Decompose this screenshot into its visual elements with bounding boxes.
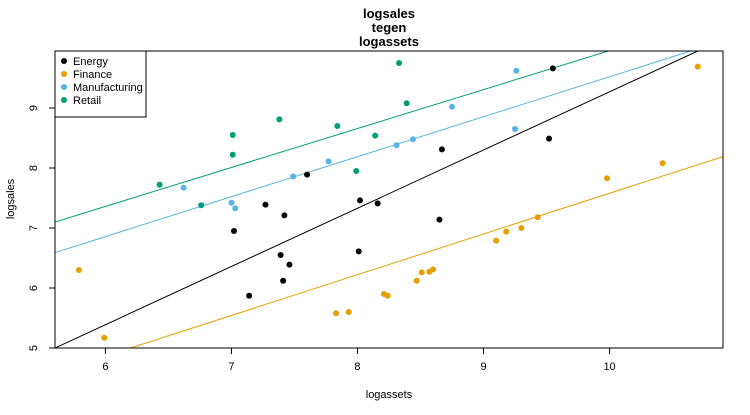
point-finance (413, 277, 420, 284)
point-energy (355, 248, 362, 255)
legend-box (54, 50, 147, 118)
point-finance (333, 310, 340, 317)
point-retail (403, 100, 410, 107)
point-finance (534, 214, 541, 221)
x-tick-label: 6 (102, 361, 108, 373)
fit-line-retail (55, 51, 611, 223)
y-axis-label: logsales (5, 178, 17, 219)
legend-label-manufacturing: Manufacturing (73, 82, 143, 94)
point-energy (357, 197, 364, 204)
x-tick-label: 10 (603, 361, 615, 373)
data-points (75, 60, 701, 341)
point-finance (418, 269, 425, 276)
point-manufacturing (290, 173, 297, 180)
point-retail (229, 132, 236, 138)
point-manufacturing (325, 158, 332, 165)
legend-marker-manufacturing (61, 84, 67, 90)
point-energy (374, 200, 381, 207)
point-finance (384, 292, 391, 299)
point-energy (262, 201, 269, 208)
legend-label-retail: Retail (73, 95, 101, 107)
point-energy (546, 135, 553, 142)
point-retail (276, 116, 283, 123)
point-manufacturing (512, 126, 519, 132)
fit-line-finance (130, 156, 723, 348)
title-line-3: logassets (359, 34, 419, 49)
point-retail (198, 202, 205, 209)
y-axis: 5 6 7 8 9 (28, 105, 55, 351)
y-tick-label: 7 (28, 225, 40, 231)
point-finance (659, 160, 666, 167)
point-energy (246, 292, 253, 299)
point-energy (436, 216, 443, 223)
title-line-1: logsales (363, 6, 415, 21)
point-manufacturing (449, 103, 456, 110)
fit-line-energy (55, 51, 699, 348)
point-energy (277, 252, 284, 258)
point-manufacturing (232, 205, 239, 212)
legend-marker-retail (61, 97, 67, 103)
point-manufacturing (393, 142, 400, 149)
point-energy (438, 146, 445, 153)
point-finance (503, 228, 510, 235)
point-finance (604, 175, 611, 182)
point-energy (286, 261, 293, 268)
point-manufacturing (228, 199, 235, 206)
x-axis: 6 7 8 9 10 (102, 348, 616, 373)
point-finance (518, 225, 525, 231)
point-energy (230, 228, 237, 234)
x-tick-label: 9 (480, 361, 486, 373)
point-finance (101, 334, 108, 341)
point-retail (334, 123, 341, 129)
x-tick-label: 7 (228, 361, 234, 373)
point-energy (304, 171, 311, 178)
fit-line-manufacturing (55, 51, 693, 254)
legend-marker-energy (61, 58, 67, 64)
y-tick-label: 9 (28, 105, 40, 111)
legend-label-finance: Finance (73, 69, 112, 81)
point-manufacturing (513, 67, 520, 74)
point-finance (75, 267, 82, 273)
fit-lines (55, 51, 723, 348)
y-tick-label: 5 (28, 345, 40, 351)
point-retail (353, 168, 360, 174)
point-finance (493, 237, 500, 244)
y-tick-label: 8 (28, 165, 40, 171)
point-finance (430, 266, 437, 273)
point-finance (694, 63, 701, 70)
title-line-2: tegen (372, 20, 407, 35)
x-tick-label: 8 (354, 361, 360, 373)
legend-marker-finance (61, 71, 67, 77)
point-energy (281, 212, 288, 219)
point-retail (372, 132, 379, 139)
plot-frame (54, 50, 724, 349)
point-retail (156, 181, 163, 188)
point-manufacturing (180, 184, 187, 191)
y-tick-label: 6 (28, 285, 40, 291)
chart-title: logsales tegen logassets (359, 6, 419, 49)
point-finance (345, 309, 352, 315)
point-energy (280, 277, 287, 284)
point-manufacturing (409, 136, 416, 143)
point-retail (396, 60, 403, 66)
x-axis-label: logassets (366, 389, 413, 401)
point-retail (229, 151, 236, 158)
point-energy (549, 65, 556, 72)
legend-label-energy: Energy (73, 56, 108, 68)
